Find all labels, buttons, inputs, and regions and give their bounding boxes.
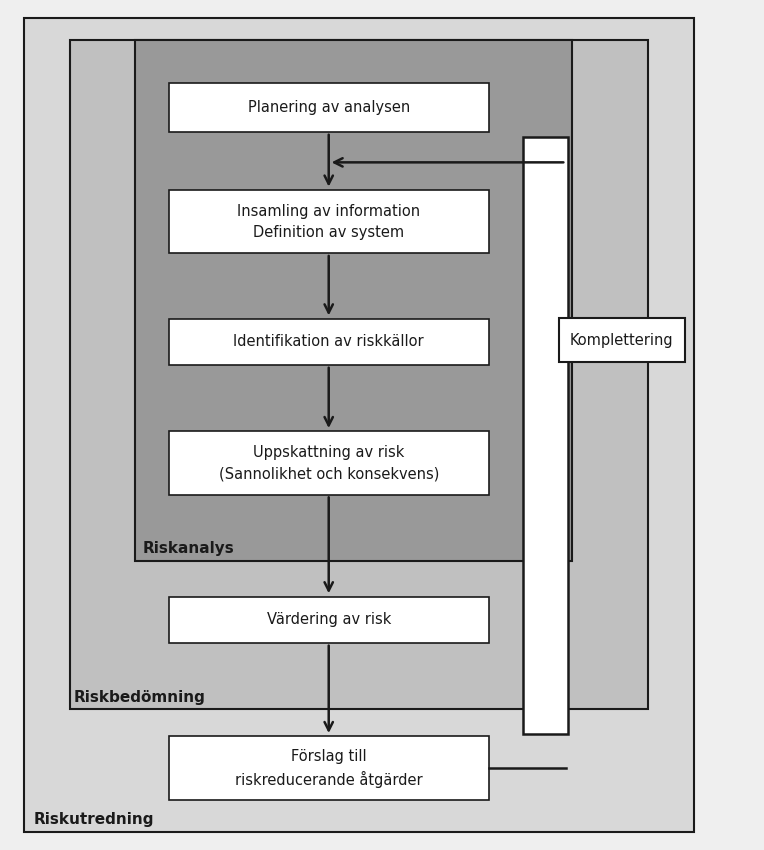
Bar	[559, 318, 685, 362]
Bar	[70, 39, 649, 709]
Text: Komplettering: Komplettering	[570, 333, 674, 348]
Text: Riskutredning: Riskutredning	[34, 813, 154, 827]
Text: Uppskattning av risk
(Sannolikhet och konsekvens): Uppskattning av risk (Sannolikhet och ko…	[219, 445, 439, 481]
Bar	[169, 736, 488, 800]
Bar	[523, 137, 568, 734]
Bar	[169, 82, 488, 132]
Bar	[134, 39, 572, 560]
Text: Riskanalys: Riskanalys	[142, 541, 234, 556]
Bar	[169, 190, 488, 253]
Text: Planering av analysen: Planering av analysen	[248, 99, 410, 115]
Bar	[169, 319, 488, 366]
Text: Identifikation av riskkällor: Identifikation av riskkällor	[233, 334, 424, 349]
Bar	[24, 19, 694, 831]
Text: Värdering av risk: Värdering av risk	[267, 612, 391, 627]
Text: Insamling av information
Definition av system: Insamling av information Definition av s…	[237, 204, 420, 240]
Bar	[169, 431, 488, 495]
Text: Förslag till
riskreducerande åtgärder: Förslag till riskreducerande åtgärder	[235, 749, 422, 788]
Bar	[169, 597, 488, 643]
Text: Riskbedömning: Riskbedömning	[73, 689, 206, 705]
